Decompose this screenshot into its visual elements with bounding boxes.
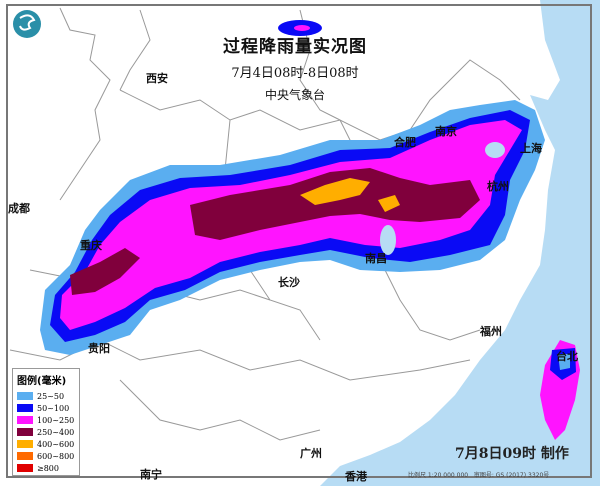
legend-swatch [17, 464, 33, 472]
legend-label: 25~50 [37, 391, 65, 401]
city-label: 重庆 [80, 239, 102, 252]
legend-item: ≥800 [17, 462, 75, 474]
city-label: 长沙 [278, 276, 300, 289]
map-title: 过程降雨量实况图 7月4日08时-8日08时 中央气象台 [200, 32, 390, 103]
legend-item: 25~50 [17, 390, 75, 402]
city-label: 南京 [435, 125, 457, 138]
approval-number: 审图号: GS (2017) 3320号 [473, 472, 550, 479]
legend: 图例(毫米) 25~50 50~100 100~250 250~400 400~600 6… [12, 368, 80, 476]
taiwan-north-light [558, 354, 570, 370]
city-label: 贵阳 [88, 342, 110, 355]
sea [320, 0, 600, 486]
rain-north-core [294, 25, 310, 31]
city-label: 广州 [300, 447, 322, 460]
cma-logo [13, 10, 41, 38]
legend-item: 250~400 [17, 426, 75, 438]
title-main: 过程降雨量实况图 [223, 37, 367, 57]
legend-swatch [17, 404, 33, 412]
legend-label: 400~600 [37, 439, 75, 449]
rain-100-250 [60, 120, 522, 330]
legend-swatch [17, 392, 33, 400]
city-label: 合肥 [394, 136, 416, 149]
legend-label: 50~100 [37, 403, 70, 413]
legend-swatch [17, 416, 33, 424]
legend-label: 600~800 [37, 451, 75, 461]
legend-label: 100~250 [37, 415, 75, 425]
legend-swatch [17, 452, 33, 460]
city-label: 南宁 [140, 468, 162, 481]
lake-poyang [380, 225, 396, 255]
production-time: 7月8日09时 制作 [455, 446, 569, 462]
legend-swatch [17, 440, 33, 448]
legend-label: ≥800 [37, 463, 59, 473]
lake-taihu [485, 142, 505, 158]
rain-400-600 [378, 195, 400, 212]
rain-400-600 [300, 178, 370, 205]
city-label: 上海 [520, 142, 542, 155]
city-label: 福州 [480, 325, 502, 338]
city-label: 杭州 [487, 180, 509, 193]
legend-title: 图例(毫米) [17, 376, 67, 387]
legend-item: 50~100 [17, 402, 75, 414]
rain-250-400 [70, 248, 140, 295]
lake-qinghai [590, 60, 600, 120]
city-label: 台北 [556, 350, 578, 363]
title-period: 7月4日08时-8日08时 [231, 66, 359, 81]
city-label: 成都 [8, 202, 30, 215]
scale-approval: 比例尺 1:20 000 000 审图号: GS (2017) 3320号 [408, 470, 549, 479]
legend-label: 250~400 [37, 427, 75, 437]
legend-swatch [17, 428, 33, 436]
rain-250-400 [190, 168, 480, 240]
legend-item: 400~600 [17, 438, 75, 450]
legend-item: 100~250 [17, 414, 75, 426]
title-issuer: 中央气象台 [264, 88, 325, 102]
legend-item: 600~800 [17, 450, 75, 462]
city-label: 南昌 [365, 252, 387, 265]
scale-text: 比例尺 1:20 000 000 [408, 472, 469, 479]
city-label: 香港 [345, 470, 367, 483]
city-label: 西安 [146, 72, 168, 85]
